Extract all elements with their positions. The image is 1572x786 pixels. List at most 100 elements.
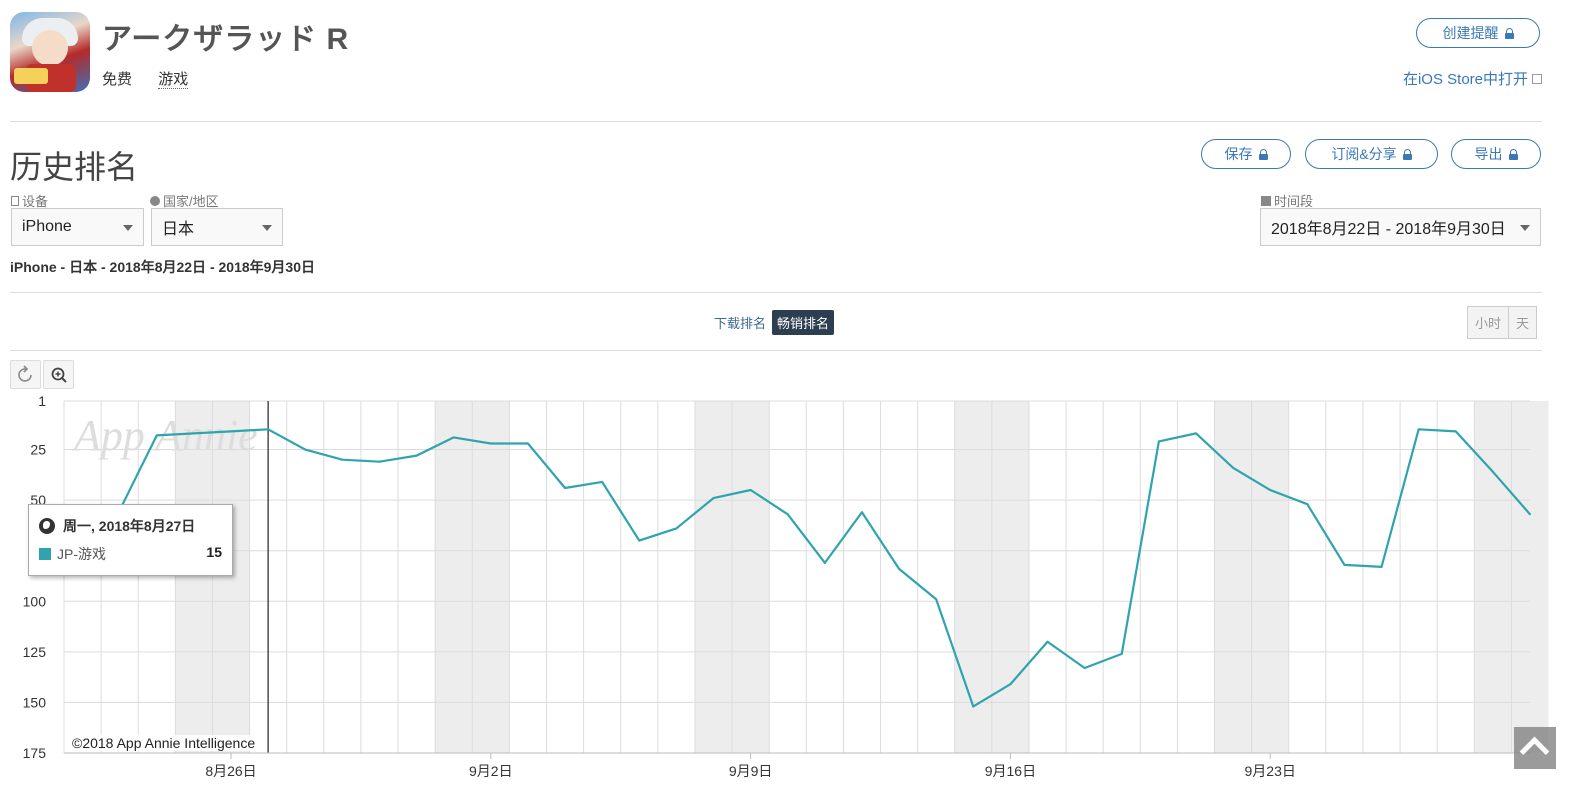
data-point	[489, 442, 492, 445]
create-alert-label: 创建提醒	[1442, 25, 1499, 41]
period-filter-label: 时间段	[1261, 191, 1313, 210]
x-tick-label: 9月9日	[729, 763, 773, 779]
tooltip-series-name: JP-游戏	[57, 546, 106, 562]
reset-icon	[18, 365, 32, 382]
scroll-to-top-button[interactable]	[1514, 727, 1556, 769]
device-icon	[11, 196, 19, 206]
y-tick-label: 175	[23, 745, 47, 761]
y-tick-label: 150	[23, 694, 47, 710]
data-point	[1194, 432, 1197, 435]
x-tick-label: 9月2日	[469, 763, 513, 779]
data-point	[155, 434, 158, 437]
data-point	[341, 458, 344, 461]
day-button[interactable]: 天	[1508, 307, 1537, 338]
data-point	[898, 567, 901, 570]
weekend-band	[1474, 401, 1512, 753]
data-point	[860, 511, 863, 514]
reset-zoom-button[interactable]	[10, 360, 41, 389]
filter-summary: iPhone - 日本 - 2018年8月22日 - 2018年9月30日	[10, 259, 315, 275]
data-point	[675, 527, 678, 530]
data-point	[230, 430, 233, 433]
weekend-band	[1511, 401, 1549, 753]
data-point	[749, 489, 752, 492]
export-button[interactable]: 导出	[1451, 139, 1541, 169]
device-filter-label: 设备	[11, 191, 48, 210]
data-point	[1491, 470, 1494, 473]
x-tick-label: 9月16日	[985, 763, 1036, 779]
globe-icon	[150, 196, 160, 206]
open-in-ios-store-link[interactable]: 在iOS Store中打开	[1403, 68, 1542, 89]
device-select-value: iPhone	[22, 218, 72, 235]
country-select-value: 日本	[162, 221, 195, 238]
zoom-in-icon	[51, 367, 67, 383]
rank-history-chart[interactable]: 12550751001251501758月26日9月2日9月9日9月16日9月2…	[0, 390, 1572, 786]
grossing-rank-tab[interactable]: 畅销排名	[772, 310, 835, 335]
data-point	[601, 480, 604, 483]
y-tick-label: 1	[38, 393, 46, 409]
data-point	[564, 486, 567, 489]
calendar-icon	[1261, 196, 1271, 206]
zoom-button[interactable]	[43, 360, 74, 389]
chevron-down-icon	[262, 225, 272, 231]
globe-icon	[39, 518, 55, 534]
rank-type-toggle: 下载排名 畅销排名	[714, 310, 835, 335]
data-point	[1306, 503, 1309, 506]
app-icon	[10, 12, 90, 92]
weekend-band	[175, 401, 213, 753]
app-price: 免费	[102, 71, 133, 88]
y-tick-label: 125	[23, 644, 47, 660]
data-point	[267, 428, 270, 431]
create-alert-button[interactable]: 创建提醒	[1416, 18, 1540, 48]
data-point	[1009, 683, 1012, 686]
data-point	[192, 432, 195, 435]
country-select[interactable]: 日本	[151, 208, 283, 246]
subscribe-share-button[interactable]: 订阅&分享	[1305, 139, 1438, 169]
app-icon-face	[32, 30, 68, 66]
weekend-band	[732, 401, 770, 753]
chart-tooltip: 周一, 2018年8月27日 JP-游戏 15	[28, 504, 233, 576]
export-label: 导出	[1474, 146, 1503, 162]
device-label-text: 设备	[22, 194, 49, 209]
weekend-band	[1214, 401, 1252, 753]
app-category-link[interactable]: 游戏	[158, 71, 189, 89]
data-point	[712, 497, 715, 500]
y-tick-label: 25	[30, 442, 46, 458]
period-select[interactable]: 2018年8月22日 - 2018年9月30日	[1260, 208, 1541, 246]
data-point	[1454, 430, 1457, 433]
data-point	[526, 442, 529, 445]
external-link-icon	[1532, 74, 1542, 84]
lock-icon	[1258, 148, 1268, 160]
toolbar-divider	[10, 350, 1542, 351]
data-point	[1232, 466, 1235, 469]
weekend-band	[435, 401, 473, 753]
data-point	[1380, 565, 1383, 568]
tooltip-date: 周一, 2018年8月27日	[63, 518, 196, 534]
hour-button[interactable]: 小时	[1468, 307, 1509, 338]
y-tick-label: 100	[23, 593, 47, 609]
ios-store-label: 在iOS Store中打开	[1402, 71, 1528, 88]
save-label: 保存	[1224, 146, 1253, 162]
tooltip-value: 15	[206, 544, 222, 560]
data-point	[786, 513, 789, 516]
data-point	[1046, 640, 1049, 643]
subscribe-label: 订阅&分享	[1331, 146, 1397, 162]
series-line	[81, 428, 1531, 708]
app-icon-logo	[14, 68, 48, 84]
download-rank-tab[interactable]: 下载排名	[714, 316, 767, 331]
data-point	[638, 539, 641, 542]
series-swatch	[39, 548, 51, 560]
weekend-band	[212, 401, 250, 753]
weekend-band	[954, 401, 992, 753]
filter-divider	[10, 292, 1542, 293]
chevron-down-icon	[123, 225, 133, 231]
tooltip-series-row: JP-游戏	[39, 544, 106, 564]
weekend-band	[472, 401, 510, 753]
lock-icon	[1504, 27, 1514, 39]
save-button[interactable]: 保存	[1201, 139, 1291, 169]
page-title: 历史排名	[10, 149, 139, 185]
period-label-text: 时间段	[1274, 194, 1314, 209]
granularity-toggle: 小时 天	[1467, 306, 1538, 339]
data-point	[378, 460, 381, 463]
device-select[interactable]: iPhone	[11, 208, 144, 246]
weekend-band	[694, 401, 733, 753]
